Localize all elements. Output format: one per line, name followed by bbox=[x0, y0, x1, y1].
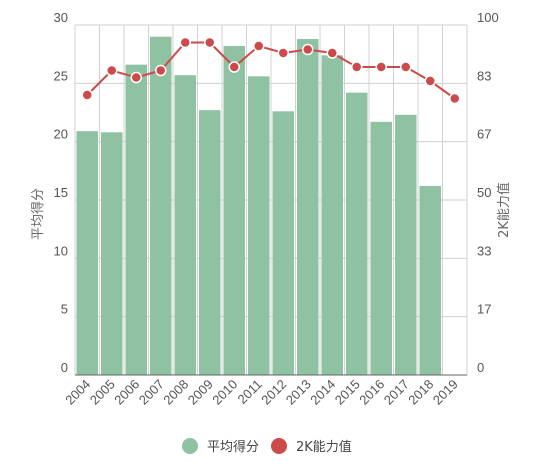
left-axis-title: 平均得分 bbox=[30, 188, 46, 240]
legend-label-2k-rating: 2K能力值 bbox=[296, 439, 352, 455]
rating-point-2013[interactable] bbox=[302, 43, 314, 56]
x-tick-label: 2018 bbox=[405, 377, 436, 408]
rating-point-2015[interactable] bbox=[351, 61, 363, 73]
legend-item-avg-score[interactable]: 平均得分 bbox=[182, 438, 259, 455]
rating-point-2012[interactable] bbox=[277, 47, 289, 59]
rating-point-2006[interactable] bbox=[130, 71, 142, 84]
rating-point-2005[interactable] bbox=[106, 64, 118, 77]
bar-2004[interactable] bbox=[76, 131, 99, 375]
legend-label-avg-score: 平均得分 bbox=[207, 439, 259, 455]
x-tick-label: 2015 bbox=[332, 377, 363, 408]
rating-point-2007[interactable] bbox=[155, 64, 167, 77]
x-tick-label: 2016 bbox=[356, 377, 387, 408]
right-tick-label: 0 bbox=[477, 360, 484, 375]
x-tick-label: 2013 bbox=[283, 377, 314, 408]
rating-point-2009[interactable] bbox=[204, 36, 216, 49]
bar-2017[interactable] bbox=[395, 114, 417, 375]
bar-2012[interactable] bbox=[272, 111, 295, 375]
right-axis-title: 2K能力值 bbox=[496, 182, 512, 238]
rating-point-2017[interactable] bbox=[400, 61, 412, 73]
rating-point-2014[interactable] bbox=[326, 47, 338, 59]
bar-2014[interactable] bbox=[321, 55, 344, 375]
x-axis-ticks: 2004200520062007200820092010201120122013… bbox=[62, 377, 461, 408]
bar-series-avg-score bbox=[76, 36, 442, 376]
legend-marker-avg-score bbox=[182, 438, 198, 454]
x-tick-label: 2019 bbox=[430, 377, 461, 408]
right-tick-label: 50 bbox=[477, 185, 491, 200]
right-tick-label: 67 bbox=[477, 127, 491, 142]
x-tick-label: 2014 bbox=[307, 377, 338, 408]
x-tick-label: 2008 bbox=[160, 377, 191, 408]
bar-2016[interactable] bbox=[370, 121, 393, 375]
left-tick-label: 5 bbox=[61, 302, 68, 317]
rating-point-2004[interactable] bbox=[81, 89, 93, 101]
right-tick-label: 17 bbox=[477, 302, 491, 317]
rating-point-2010[interactable] bbox=[228, 61, 240, 73]
left-tick-label: 0 bbox=[61, 360, 68, 375]
left-tick-label: 20 bbox=[54, 127, 68, 142]
bar-2005[interactable] bbox=[101, 132, 123, 375]
bar-2010[interactable] bbox=[223, 46, 246, 375]
rating-point-2008[interactable] bbox=[179, 36, 191, 49]
bar-2011[interactable] bbox=[248, 76, 270, 375]
bar-2018[interactable] bbox=[419, 186, 442, 375]
x-tick-label: 2007 bbox=[136, 377, 167, 408]
left-tick-label: 15 bbox=[54, 185, 68, 200]
legend-item-2k-rating[interactable]: 2K能力值 bbox=[271, 438, 352, 455]
x-tick-label: 2012 bbox=[258, 377, 289, 408]
rating-point-2019[interactable] bbox=[449, 92, 461, 105]
x-tick-label: 2006 bbox=[111, 377, 142, 408]
bar-2007[interactable] bbox=[150, 36, 172, 376]
left-tick-label: 25 bbox=[54, 68, 68, 83]
x-tick-label: 2010 bbox=[209, 377, 240, 408]
x-tick-label: 2004 bbox=[62, 377, 93, 408]
left-axis-ticks: 0 5 10 15 20 25 30 bbox=[54, 10, 68, 375]
rating-line bbox=[86, 41, 456, 100]
rating-point-2018[interactable] bbox=[424, 75, 436, 87]
legend-marker-2k-rating bbox=[271, 438, 287, 454]
legend: 平均得分 2K能力值 bbox=[182, 438, 352, 455]
bar-2009[interactable] bbox=[199, 110, 221, 376]
x-tick-label: 2005 bbox=[87, 377, 118, 408]
right-tick-label: 83 bbox=[477, 68, 491, 83]
line-series-2k-rating bbox=[81, 36, 461, 105]
right-tick-label: 100 bbox=[477, 10, 499, 25]
x-tick-label: 2017 bbox=[381, 377, 412, 408]
bar-2015[interactable] bbox=[346, 92, 368, 376]
rating-point-2016[interactable] bbox=[375, 61, 387, 73]
x-tick-label: 2011 bbox=[234, 377, 264, 407]
right-tick-label: 33 bbox=[477, 243, 491, 258]
left-tick-label: 10 bbox=[54, 243, 68, 258]
bar-2006[interactable] bbox=[125, 64, 148, 376]
bar-2013[interactable] bbox=[297, 39, 319, 375]
rating-point-2011[interactable] bbox=[253, 40, 265, 52]
x-tick-label: 2009 bbox=[185, 377, 216, 408]
bar-2008[interactable] bbox=[174, 75, 197, 376]
right-axis-ticks: 0 17 33 50 67 83 100 bbox=[477, 10, 499, 375]
left-tick-label: 30 bbox=[54, 10, 68, 25]
